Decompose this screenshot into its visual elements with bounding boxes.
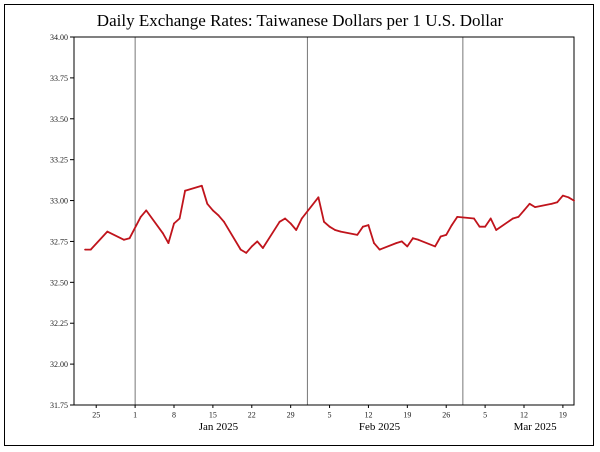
data-point: [400, 240, 403, 243]
data-point: [123, 238, 125, 241]
data-point: [378, 248, 381, 251]
data-point: [450, 224, 453, 227]
data-point: [556, 201, 559, 204]
data-point: [206, 202, 209, 205]
data-point: [167, 242, 170, 245]
data-point: [528, 202, 531, 205]
y-tick-label: 33.50: [50, 115, 68, 124]
series-layer: [84, 184, 575, 254]
data-point: [256, 240, 259, 243]
x-tick-label: 29: [287, 411, 295, 420]
data-point: [245, 252, 248, 254]
data-point: [562, 194, 564, 197]
data-point: [456, 216, 459, 218]
data-point: [106, 230, 109, 233]
data-point: [439, 235, 442, 238]
data-point: [417, 238, 420, 241]
data-point: [495, 229, 498, 231]
data-point: [250, 245, 253, 248]
plot-area: [73, 36, 575, 406]
data-point: [339, 230, 342, 233]
data-point: [567, 196, 570, 199]
data-point: [478, 225, 481, 228]
data-point: [356, 234, 359, 236]
y-tick-label: 34.00: [50, 33, 68, 42]
x-tick-label: 1: [133, 411, 137, 420]
data-point: [173, 222, 175, 225]
data-point: [573, 199, 575, 202]
x-tick-label: 12: [364, 411, 372, 420]
data-point: [523, 209, 525, 212]
month-label: Feb 2025: [359, 421, 401, 433]
data-point: [145, 209, 148, 212]
data-point: [200, 184, 203, 187]
data-point: [300, 217, 303, 220]
y-tick-label: 32.00: [50, 360, 68, 369]
axis-layer: 31.75 32.00 32.25 32.50 32.75 33.00 33.25 33.50…: [50, 33, 567, 433]
chart-title: Daily Exchange Rates: Taiwanese Dollars …: [96, 11, 504, 30]
data-point: [139, 216, 142, 218]
data-point: [534, 206, 536, 209]
data-point: [295, 229, 298, 231]
x-tick-label: 26: [442, 411, 450, 420]
data-point: [328, 225, 331, 228]
data-point: [434, 245, 436, 248]
data-point: [289, 222, 292, 225]
x-tick-label: 22: [248, 411, 256, 420]
data-point: [223, 220, 225, 223]
y-tick-label: 33.25: [50, 156, 68, 165]
data-point: [278, 220, 281, 223]
data-point: [334, 229, 336, 231]
month-label: Jan 2025: [199, 421, 239, 433]
data-point: [373, 242, 375, 245]
data-point: [395, 242, 398, 245]
data-point: [217, 214, 220, 217]
data-point: [489, 217, 492, 220]
data-point: [317, 196, 320, 199]
month-label: Mar 2025: [514, 421, 558, 433]
data-point: [367, 224, 370, 227]
y-tick-label: 32.50: [50, 278, 68, 287]
y-tick-label: 32.25: [50, 319, 68, 328]
exchange-rate-line: [85, 184, 575, 254]
y-tick-label: 32.75: [50, 237, 68, 246]
data-point: [184, 189, 187, 192]
data-point: [512, 217, 514, 220]
data-point: [262, 247, 264, 249]
data-point: [323, 220, 325, 223]
data-point: [412, 237, 414, 240]
x-tick-label: 19: [403, 411, 411, 420]
data-point: [162, 232, 164, 235]
y-tick-label: 33.00: [50, 197, 68, 206]
data-point: [362, 225, 364, 228]
data-point: [178, 217, 181, 220]
x-tick-label: 19: [559, 411, 567, 420]
data-point: [550, 202, 553, 205]
x-tick-label: 5: [328, 411, 332, 420]
y-tick-label: 31.75: [50, 401, 68, 410]
data-point: [517, 216, 520, 218]
data-point: [406, 245, 409, 248]
data-point: [84, 248, 86, 251]
x-tick-label: 5: [483, 411, 487, 420]
data-point: [89, 248, 92, 251]
data-point: [484, 225, 486, 228]
x-tick-label: 15: [209, 411, 217, 420]
y-tick-label: 33.75: [50, 74, 68, 83]
grid-layer: [134, 37, 464, 405]
data-point: [128, 237, 131, 240]
data-point: [239, 248, 242, 251]
data-point: [445, 234, 448, 236]
x-tick-label: 12: [520, 411, 528, 420]
data-point: [473, 217, 475, 220]
x-tick-label: 25: [92, 411, 100, 420]
x-tick-label: 8: [172, 411, 176, 420]
data-point: [284, 217, 286, 220]
data-point: [212, 209, 214, 212]
